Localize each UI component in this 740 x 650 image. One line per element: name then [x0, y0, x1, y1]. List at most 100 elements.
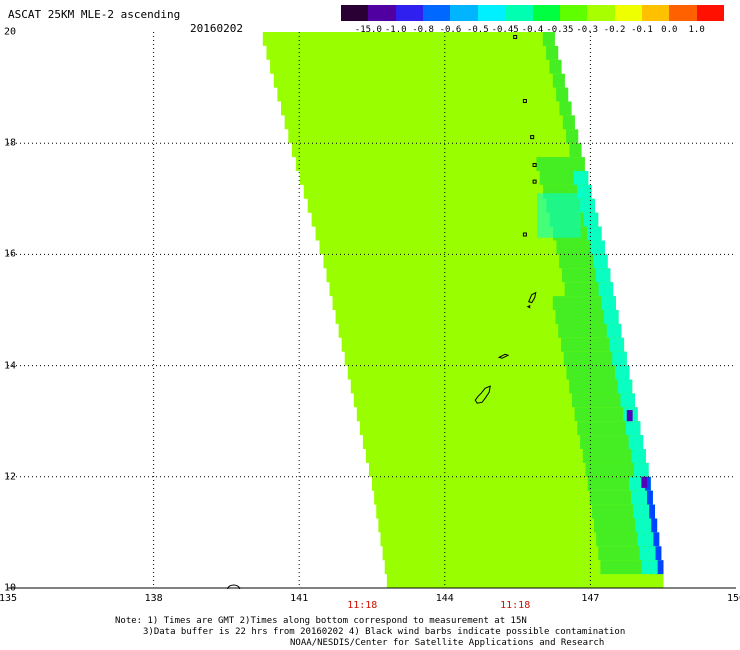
colorbar-segment	[450, 5, 478, 21]
colorbar-tick-label: 1.0	[688, 25, 705, 35]
swath-cell	[593, 254, 608, 269]
swath-cell	[583, 212, 599, 227]
longitude-label: 138	[144, 593, 163, 604]
colorbar-segment	[641, 5, 670, 21]
anatahan-icon	[522, 232, 527, 237]
colorbar-segment	[559, 5, 588, 21]
swath-cell	[617, 379, 633, 394]
swath-cell	[571, 393, 635, 408]
swath-cell	[606, 323, 622, 338]
note-line-1: Note: 1) Times are GMT 2)Times along bot…	[115, 616, 527, 626]
ngulu-icon	[227, 584, 241, 590]
swath-cell	[649, 504, 656, 519]
guam-icon	[474, 385, 491, 404]
swath-cell	[566, 129, 579, 144]
swath-cell	[653, 532, 660, 547]
colorbar-tick-label: -0.4	[521, 25, 544, 35]
colorbar-tick-label: -0.45	[491, 25, 519, 35]
swath-cell	[580, 435, 644, 449]
swath-cell	[609, 337, 625, 352]
swath-cell	[612, 351, 627, 366]
swath-cell	[587, 226, 602, 241]
saipan-icon	[526, 291, 537, 309]
swath-cell	[577, 184, 592, 199]
swath-cell	[552, 73, 565, 88]
swath-cell	[549, 59, 562, 74]
colorbar-segment	[669, 5, 697, 21]
colorbar-segment	[532, 5, 560, 21]
swath-cell	[569, 143, 582, 158]
latitude-label: 14	[4, 360, 17, 372]
swath-cell	[647, 490, 653, 505]
swath-cell	[582, 449, 646, 463]
rota-icon	[497, 353, 510, 359]
pass-time-label: 11:18	[347, 600, 378, 611]
colorbar-segment	[395, 5, 424, 21]
swath-cell	[555, 310, 619, 324]
swath-cell	[604, 310, 619, 324]
swath-cell	[558, 323, 622, 338]
swath-cell	[641, 476, 648, 488]
swath-cell	[577, 421, 641, 436]
swath-cell	[569, 379, 633, 394]
grid-layer	[8, 32, 736, 589]
longitude-label: 135	[0, 593, 18, 604]
swath-cell	[556, 87, 569, 102]
colorbar-segment	[423, 5, 451, 21]
swath-cell	[563, 351, 627, 366]
island-layer	[227, 35, 537, 590]
colorbar-segment	[368, 5, 396, 21]
swath-cell	[628, 435, 644, 449]
longitude-label: 150	[726, 593, 740, 604]
swath-cell	[620, 393, 635, 408]
swath-cell	[626, 410, 633, 422]
swath-cell	[580, 198, 595, 213]
colorbar-tick-label: -0.8	[412, 25, 434, 35]
agrihan-icon	[522, 99, 527, 103]
longitude-label: 144	[435, 593, 454, 604]
swath-cell	[573, 171, 589, 185]
alamagan-icon	[532, 162, 537, 167]
swath-cell	[595, 268, 611, 283]
colorbar-segment	[696, 5, 725, 21]
colorbar-segment	[587, 5, 615, 21]
swath-layer	[262, 32, 666, 588]
latitude-label: 12	[4, 471, 17, 483]
colorbar-tick-label: -15.0	[354, 25, 382, 35]
colorbar-segment	[614, 5, 642, 21]
swath-cell	[562, 115, 575, 130]
colorbar-tick-label: -1.0	[384, 25, 407, 35]
colorbar	[341, 5, 725, 21]
swath-cell	[651, 518, 658, 533]
longitude-label: 147	[581, 593, 600, 604]
note-line-3: NOAA/NESDIS/Center for Satellite Applica…	[290, 638, 605, 648]
swath-cell	[634, 462, 649, 477]
swath-cell	[574, 407, 638, 422]
pagan-icon	[530, 135, 535, 140]
colorbar-segment	[505, 5, 533, 21]
swath-cell	[585, 462, 649, 477]
swath-cell	[536, 157, 585, 171]
colorbar-tick-label: -0.6	[439, 25, 462, 35]
swath-cell	[590, 240, 605, 255]
latitude-label: 16	[4, 248, 17, 260]
swath-cell	[657, 560, 664, 575]
note-line-2: 3)Data buffer is 22 hrs from 20160202 4)…	[143, 627, 626, 637]
colorbar-tick-label: 0.0	[661, 25, 678, 35]
latitude-label: 18	[4, 137, 17, 149]
colorbar-tick-label: -0.3	[576, 25, 599, 35]
colorbar-tick-label: -0.35	[546, 25, 574, 35]
swath-cell	[625, 421, 641, 436]
footer-notes: Note: 1) Times are GMT 2)Times along bot…	[115, 616, 625, 649]
colorbar-tick-label: -0.2	[603, 25, 626, 35]
product-date: 20160202	[190, 22, 243, 35]
swath-cell	[566, 365, 630, 380]
swath-cell	[537, 193, 581, 238]
swath-cell	[560, 337, 625, 352]
swath-cell	[552, 296, 616, 310]
guguan-icon	[532, 179, 537, 184]
swath-cell	[614, 365, 630, 380]
swath-cell	[559, 101, 572, 116]
swath-cell	[644, 476, 651, 491]
